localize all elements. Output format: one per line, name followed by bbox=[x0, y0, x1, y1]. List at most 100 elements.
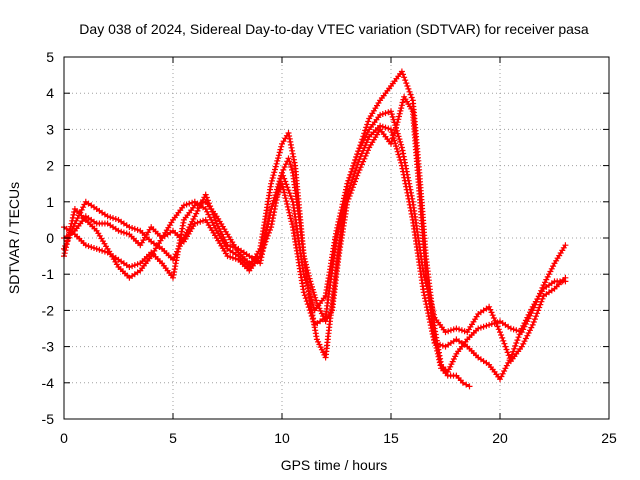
data-point bbox=[524, 314, 531, 321]
data-point bbox=[62, 243, 69, 249]
data-point bbox=[515, 334, 522, 341]
data-point bbox=[270, 172, 277, 179]
data-point bbox=[341, 203, 348, 210]
data-point bbox=[429, 306, 436, 312]
data-point bbox=[391, 137, 398, 144]
data-point bbox=[517, 328, 524, 335]
data-point bbox=[281, 164, 288, 170]
data-point bbox=[426, 294, 433, 301]
data-point bbox=[355, 159, 362, 165]
data-point bbox=[353, 164, 360, 171]
data-point bbox=[178, 240, 185, 247]
data-point bbox=[61, 250, 68, 257]
data-point bbox=[310, 289, 317, 296]
data-point bbox=[342, 200, 349, 207]
data-point bbox=[501, 340, 508, 347]
data-point bbox=[397, 138, 404, 145]
data-point bbox=[303, 279, 310, 286]
data-point bbox=[287, 215, 294, 222]
data-point bbox=[405, 85, 412, 92]
data-point bbox=[493, 320, 500, 327]
data-point bbox=[400, 71, 406, 78]
data-point bbox=[475, 325, 482, 332]
y-tick-label: 5 bbox=[46, 49, 54, 65]
data-point bbox=[542, 279, 548, 286]
data-point bbox=[171, 254, 178, 260]
data-point bbox=[307, 310, 314, 316]
data-point bbox=[287, 212, 293, 219]
data-point bbox=[402, 77, 409, 84]
data-point bbox=[70, 211, 77, 218]
data-point bbox=[507, 325, 514, 332]
data-point bbox=[477, 324, 484, 331]
data-point bbox=[445, 328, 452, 335]
data-point bbox=[333, 235, 340, 241]
data-point bbox=[345, 188, 352, 195]
data-point bbox=[197, 202, 204, 209]
data-point bbox=[305, 304, 312, 311]
data-point bbox=[447, 327, 454, 334]
data-point bbox=[520, 340, 527, 347]
data-point bbox=[527, 327, 533, 334]
data-point bbox=[279, 183, 286, 190]
data-point bbox=[224, 242, 231, 249]
data-point bbox=[535, 307, 542, 314]
data-point bbox=[232, 255, 239, 262]
data-point bbox=[534, 310, 541, 317]
data-point bbox=[229, 244, 236, 251]
data-point bbox=[120, 229, 127, 236]
data-point bbox=[365, 136, 371, 143]
data-point bbox=[406, 88, 413, 95]
data-point bbox=[357, 153, 364, 160]
data-point bbox=[338, 214, 345, 221]
y-axis-label: SDTVAR / TECUs bbox=[6, 182, 22, 294]
data-point bbox=[379, 111, 386, 117]
data-point bbox=[91, 245, 97, 251]
data-point bbox=[404, 83, 411, 89]
chart-title: Day 038 of 2024, Sidereal Day-to-day VTE… bbox=[79, 21, 589, 37]
data-point bbox=[183, 201, 190, 208]
data-point bbox=[309, 299, 316, 305]
data-point bbox=[430, 311, 437, 318]
data-point bbox=[284, 201, 291, 207]
data-point bbox=[275, 152, 282, 159]
data-point bbox=[67, 231, 74, 238]
data-point bbox=[548, 265, 555, 272]
data-point bbox=[104, 213, 111, 220]
data-point bbox=[229, 254, 236, 261]
data-point bbox=[466, 383, 473, 390]
data-point bbox=[377, 111, 384, 118]
axes: 0 5 10 15 20 25 -5 -4 -3 -2 -1 0 1 2 3 4 5 bbox=[42, 49, 617, 446]
data-point bbox=[288, 218, 295, 225]
data-point bbox=[283, 181, 290, 188]
data-point bbox=[392, 122, 399, 129]
data-point bbox=[442, 329, 449, 336]
data-point bbox=[312, 294, 319, 301]
data-point bbox=[352, 167, 359, 174]
data-point bbox=[340, 206, 347, 212]
data-point bbox=[308, 281, 315, 288]
data-point bbox=[492, 317, 499, 324]
data-point bbox=[377, 122, 384, 129]
data-point bbox=[408, 94, 415, 101]
data-point bbox=[510, 326, 517, 333]
data-point bbox=[424, 307, 431, 314]
data-point bbox=[210, 211, 217, 218]
data-point bbox=[389, 132, 396, 138]
data-point bbox=[206, 200, 212, 207]
data-point bbox=[388, 126, 394, 133]
data-point bbox=[277, 146, 284, 153]
x-tick-label: 0 bbox=[60, 430, 68, 446]
data-point bbox=[126, 224, 133, 231]
data-point bbox=[431, 340, 438, 346]
data-point bbox=[395, 133, 402, 140]
data-point bbox=[339, 211, 346, 218]
data-point bbox=[70, 223, 77, 230]
data-series bbox=[61, 68, 569, 390]
data-point bbox=[488, 309, 495, 316]
data-point bbox=[334, 232, 341, 239]
data-point bbox=[500, 337, 507, 344]
data-point bbox=[393, 145, 400, 152]
data-point bbox=[382, 110, 389, 117]
data-point bbox=[388, 129, 395, 136]
